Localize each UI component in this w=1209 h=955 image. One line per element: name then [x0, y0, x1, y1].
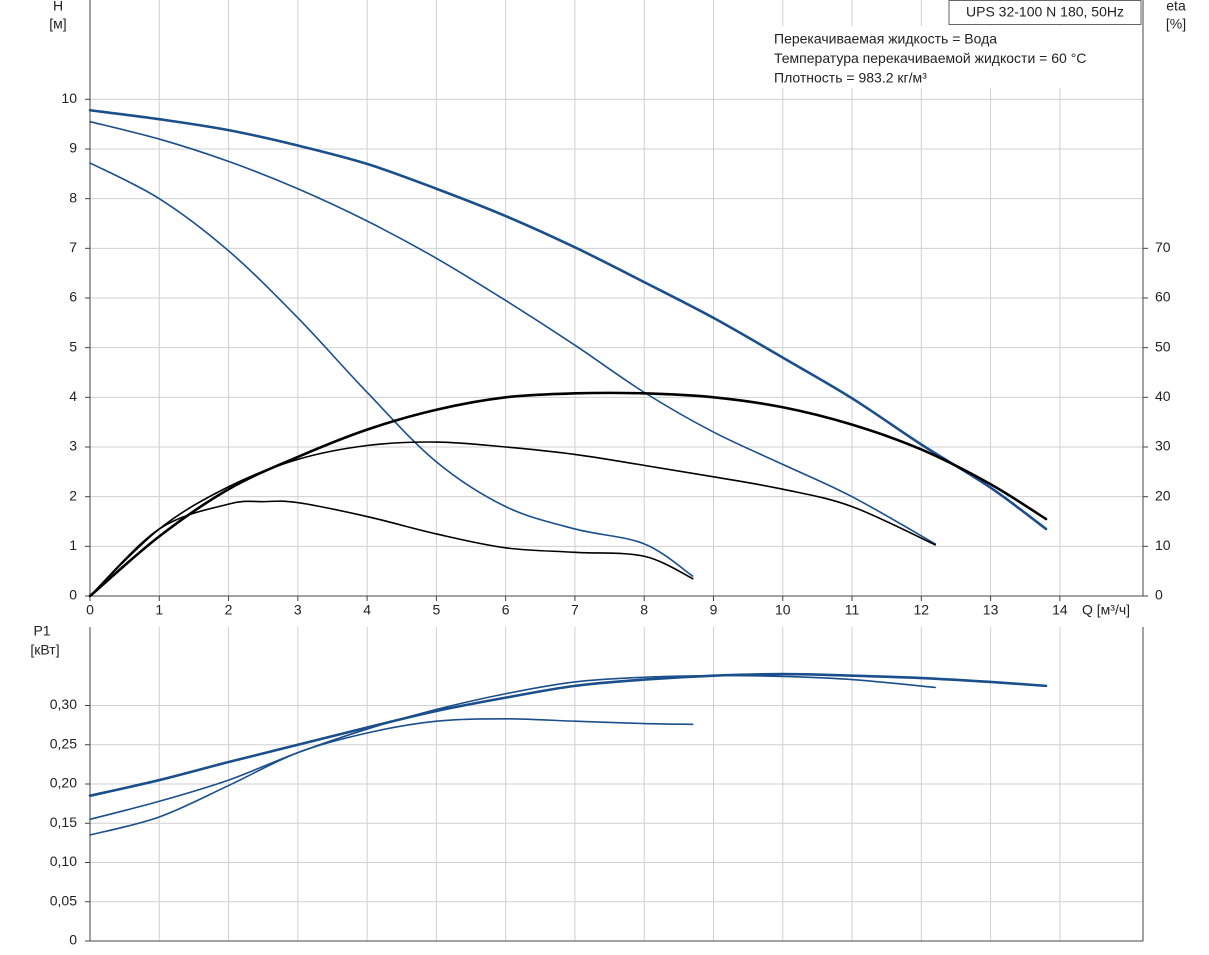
y2-tick-label: 10 [1155, 537, 1171, 553]
y2-tick-label: 70 [1155, 239, 1171, 255]
curve [89, 120, 936, 545]
y-tick-label: 3 [69, 438, 77, 454]
y-tick-label: 0,25 [50, 735, 77, 751]
y-tick-label: 0,05 [50, 892, 77, 908]
info-box [765, 26, 1142, 88]
curve [89, 500, 694, 597]
curve [89, 718, 694, 836]
y2-tick-label: 60 [1155, 289, 1171, 305]
x-tick-label: 10 [775, 602, 791, 618]
y-label: P1 [33, 623, 50, 639]
y-tick-label: 6 [69, 289, 77, 305]
y-label: H [53, 0, 63, 14]
y-tick-label: 1 [69, 537, 77, 553]
x-tick-label: 7 [571, 602, 579, 618]
y2-label: eta [1166, 0, 1186, 14]
y-tick-label: 4 [69, 388, 77, 404]
x-tick-label: 4 [363, 602, 371, 618]
curve [88, 391, 1048, 598]
y-tick-label: 9 [69, 140, 77, 156]
y-tick-label: 0,10 [50, 853, 77, 869]
y-unit: [м] [49, 16, 66, 32]
y2-tick-label: 50 [1155, 338, 1171, 354]
curve [89, 162, 694, 577]
y-tick-label: 2 [69, 487, 77, 503]
x-tick-label: 12 [914, 602, 930, 618]
y-tick-label: 8 [69, 189, 77, 205]
y-tick-label: 0,30 [50, 696, 77, 712]
y2-tick-label: 40 [1155, 388, 1171, 404]
y-tick-label: 0 [69, 932, 77, 948]
curve [88, 672, 1048, 798]
curve [88, 108, 1048, 531]
title-box [948, 0, 1142, 25]
y2-unit: [%] [1166, 16, 1186, 32]
y-unit: [кВт] [30, 642, 59, 658]
curve [89, 441, 936, 597]
x-label: Q [м³/ч] [1082, 602, 1130, 618]
y2-tick-label: 20 [1155, 487, 1171, 503]
x-tick-label: 6 [502, 602, 510, 618]
x-tick-label: 9 [710, 602, 718, 618]
y-tick-label: 7 [69, 239, 77, 255]
y-tick-label: 0,15 [50, 814, 77, 830]
y-tick-label: 0,20 [50, 775, 77, 791]
y-tick-label: 0 [69, 587, 77, 603]
annotation: Перекачиваемая жидкость = Вода [774, 31, 997, 47]
x-tick-label: 0 [86, 602, 94, 618]
x-tick-label: 8 [640, 602, 648, 618]
x-tick-label: 14 [1052, 602, 1068, 618]
x-tick-label: 11 [845, 602, 860, 618]
annotation: Температура перекачиваемой жидкости = 60… [774, 50, 1086, 66]
x-tick-label: 5 [432, 602, 440, 618]
annotation: Плотность = 983.2 кг/м³ [774, 70, 927, 86]
y2-tick-label: 30 [1155, 438, 1171, 454]
chart-title: UPS 32-100 N 180, 50Hz [966, 4, 1124, 20]
x-tick-label: 3 [294, 602, 302, 618]
curve [89, 674, 936, 821]
y2-tick-label: 0 [1155, 587, 1163, 603]
x-tick-label: 13 [983, 602, 999, 618]
y-tick-label: 5 [69, 338, 77, 354]
x-tick-label: 1 [155, 602, 163, 618]
y-tick-label: 10 [61, 90, 77, 106]
x-tick-label: 2 [225, 602, 233, 618]
